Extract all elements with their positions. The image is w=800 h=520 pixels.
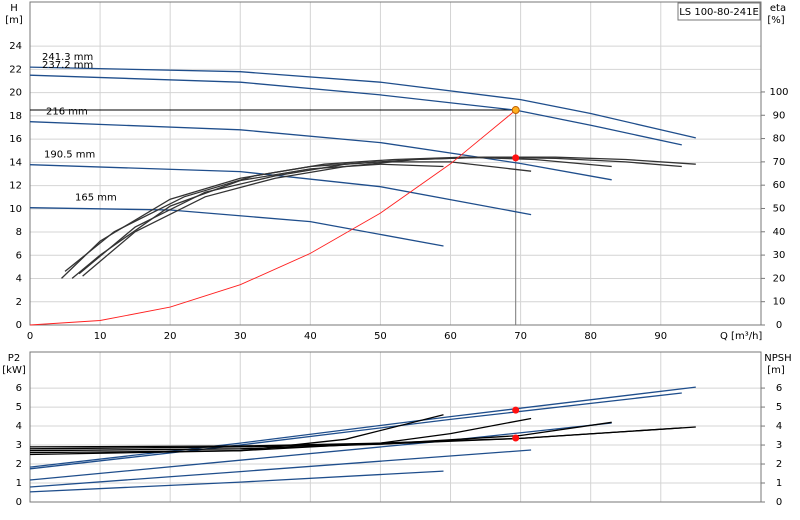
y-tick-label: 18 xyxy=(9,111,22,122)
duty-point-h xyxy=(511,106,520,115)
y-tick-label: 22 xyxy=(9,64,22,75)
y2-tick-label: 5 xyxy=(776,402,782,413)
curve xyxy=(29,164,532,216)
y2-axis-unit: [%] xyxy=(767,15,784,26)
y2-tick-label: 100 xyxy=(769,87,788,98)
curve xyxy=(61,161,532,279)
curve xyxy=(29,121,612,181)
x-tick-label: 0 xyxy=(27,331,33,342)
y2-axis-unit: [m] xyxy=(767,365,785,376)
y-tick-label: 2 xyxy=(16,459,22,470)
curve xyxy=(29,109,516,326)
y-tick-label: 4 xyxy=(16,421,22,432)
y-tick-label: 10 xyxy=(9,204,22,215)
y2-tick-label: 6 xyxy=(776,383,782,394)
y-tick-label: 24 xyxy=(9,41,22,52)
x-tick-label: 30 xyxy=(234,331,247,342)
plot-frame xyxy=(29,351,762,503)
y-tick-label: 1 xyxy=(16,478,22,489)
y-tick-label: 12 xyxy=(9,181,22,192)
curve-label: 237.2 mm xyxy=(42,60,93,71)
curve-label: 216 mm xyxy=(46,107,88,118)
y-tick-label: 16 xyxy=(9,134,22,145)
y2-tick-label: 80 xyxy=(773,134,786,145)
curve xyxy=(29,74,682,146)
y-tick-label: 20 xyxy=(9,88,22,99)
plot-frame xyxy=(29,1,762,326)
curve xyxy=(29,207,444,247)
y2-tick-label: 60 xyxy=(773,180,786,191)
curve xyxy=(29,386,696,468)
y-axis-unit: [kW] xyxy=(2,365,26,376)
x-tick-label: 60 xyxy=(444,331,457,342)
y-tick-label: 0 xyxy=(16,320,22,331)
curve xyxy=(29,392,682,470)
curve xyxy=(82,156,696,277)
curve xyxy=(29,66,696,139)
curve xyxy=(71,163,444,279)
y-tick-label: 8 xyxy=(16,227,22,238)
curve xyxy=(29,422,612,481)
y-tick-label: 6 xyxy=(16,250,22,261)
y-tick-label: 14 xyxy=(9,157,22,168)
x-tick-label: 80 xyxy=(584,331,597,342)
y-axis-label: P2 xyxy=(8,353,20,364)
curve xyxy=(29,421,612,452)
y2-tick-label: 1 xyxy=(776,478,782,489)
y-tick-label: 0 xyxy=(16,497,22,508)
y2-axis-label: eta xyxy=(770,3,786,14)
y-tick-label: 3 xyxy=(16,440,22,451)
y2-tick-label: 30 xyxy=(773,250,786,261)
curve-label: 241.3 mm xyxy=(42,52,93,63)
y-tick-label: 6 xyxy=(16,383,22,394)
x-tick-label: 10 xyxy=(94,331,107,342)
chart-title: LS 100-80-241E xyxy=(679,7,759,18)
y-tick-label: 2 xyxy=(16,297,22,308)
x-axis-label: Q [m³/h] xyxy=(720,331,762,342)
y-tick-label: 5 xyxy=(16,402,22,413)
y2-tick-label: 50 xyxy=(773,203,786,214)
x-tick-label: 40 xyxy=(304,331,317,342)
duty-point-npsh xyxy=(512,434,520,442)
x-tick-label: 70 xyxy=(514,331,527,342)
y2-tick-label: 0 xyxy=(776,320,782,331)
y2-tick-label: 2 xyxy=(776,459,782,470)
y-axis-unit: [m] xyxy=(5,15,23,26)
y2-tick-label: 20 xyxy=(773,273,786,284)
curve-label: 165 mm xyxy=(75,193,117,204)
curve xyxy=(64,156,612,272)
y2-tick-label: 4 xyxy=(776,421,782,432)
curve xyxy=(29,414,444,456)
curve-label: 190.5 mm xyxy=(44,150,95,161)
x-tick-label: 50 xyxy=(374,331,387,342)
y2-tick-label: 70 xyxy=(773,157,786,168)
y2-tick-label: 10 xyxy=(773,297,786,308)
curve xyxy=(29,449,532,488)
y-axis-label: H xyxy=(10,3,18,14)
title-box xyxy=(677,2,761,21)
y-tick-label: 4 xyxy=(16,274,22,285)
y2-tick-label: 90 xyxy=(773,110,786,121)
x-tick-label: 20 xyxy=(164,331,177,342)
y2-tick-label: 40 xyxy=(773,227,786,238)
curve xyxy=(29,470,444,493)
y2-tick-label: 3 xyxy=(776,440,782,451)
y2-tick-label: 0 xyxy=(776,497,782,508)
duty-point-eta xyxy=(512,154,520,162)
x-tick-label: 90 xyxy=(654,331,667,342)
y2-axis-label: NPSH xyxy=(764,353,791,364)
duty-point-p2 xyxy=(512,406,520,414)
